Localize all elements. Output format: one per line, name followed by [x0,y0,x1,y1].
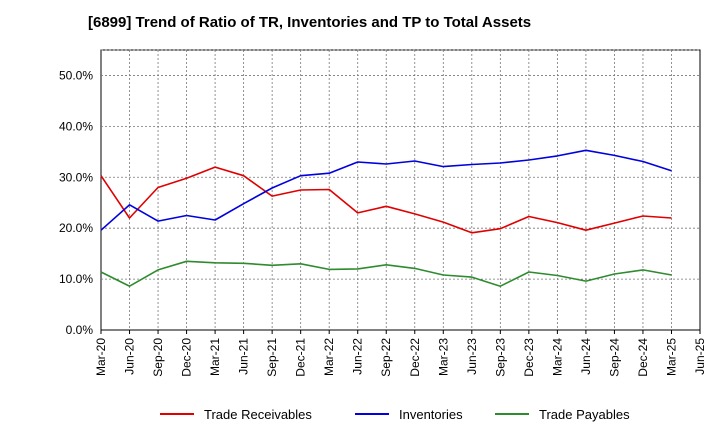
x-tick-label: Sep-20 [151,338,165,377]
y-tick-label: 50.0% [59,68,93,82]
x-tick-label: Jun-20 [123,338,137,375]
series-lines [100,149,672,288]
x-tick-label: Jun-24 [579,338,593,375]
x-tick-label: Dec-22 [408,338,422,377]
series-line-trade-payables [100,260,672,288]
y-tick-label: 10.0% [59,272,93,286]
legend-label: Trade Payables [539,407,630,422]
x-tick-label: Sep-23 [493,338,507,377]
x-tick-label: Dec-20 [180,338,194,377]
y-tick-label: 20.0% [59,221,93,235]
axes: 0.0% 10.0% 20.0% 30.0% 40.0% 50.0% Mar-20 Jun-2… [59,68,707,376]
x-tick-label: Mar-20 [94,338,108,376]
x-tick-label: Sep-24 [607,338,621,377]
legend: Trade Receivables Inventories Trade Payabl… [160,407,630,422]
x-tick-label: Mar-23 [436,338,450,376]
x-tick-label: Sep-22 [379,338,393,377]
x-tick-label: Mar-24 [550,338,564,376]
legend-label: Inventories [399,407,463,422]
plot-area [100,49,701,331]
series-line-trade-receivables [100,166,672,234]
x-tick-label: Dec-21 [294,338,308,377]
x-tick-label: Jun-22 [351,338,365,375]
grid [100,49,701,331]
x-tick-label: Sep-21 [265,338,279,377]
y-tick-label: 30.0% [59,170,93,184]
chart-title: [6899] Trend of Ratio of TR, Inventories… [88,14,532,31]
x-tick-label: Jun-25 [693,338,707,375]
x-tick-label: Mar-21 [208,338,222,376]
y-tick-label: 40.0% [59,119,93,133]
y-tick-label: 0.0% [66,323,94,337]
legend-label: Trade Receivables [204,407,312,422]
series-line-inventories [100,149,672,231]
x-tick-label: Dec-24 [636,338,650,377]
x-tick-label: Mar-25 [664,338,678,376]
x-tick-label: Jun-23 [465,338,479,375]
x-tick-label: Dec-23 [522,338,536,377]
x-tick-label: Jun-21 [237,338,251,375]
x-tick-label: Mar-22 [322,338,336,376]
